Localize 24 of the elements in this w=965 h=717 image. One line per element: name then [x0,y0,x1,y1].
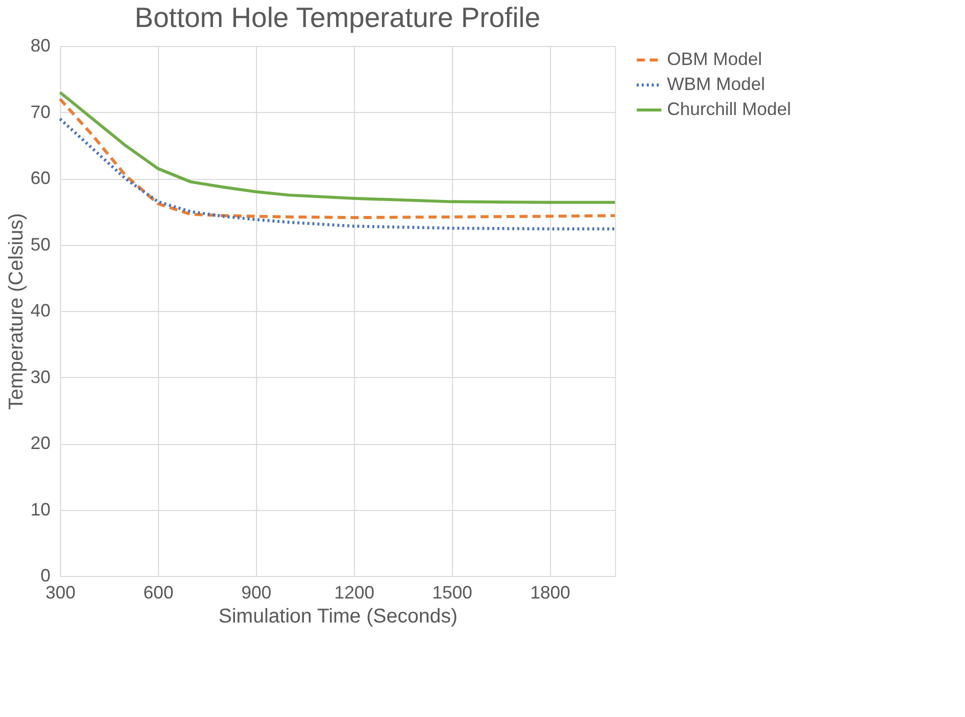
x-tick-label: 1200 [334,582,374,602]
x-tick-label: 1800 [530,582,570,602]
y-tick-label: 70 [30,102,50,122]
x-tick-label: 300 [45,582,76,602]
x-tick-label: 600 [143,582,174,602]
y-tick-label: 60 [30,168,50,188]
x-axis-title: Simulation Time (Seconds) [218,606,458,628]
legend-label: OBM Model [667,49,762,69]
y-tick-label: 10 [30,499,50,520]
line-series [58,90,616,204]
y-tick-label: 40 [30,300,50,320]
y-tick-label: 50 [30,234,50,254]
chart-title: Bottom Hole Temperature Profile [134,2,540,33]
line-series [58,98,616,220]
y-tick-label: 0 [40,566,50,586]
y-axis-title: Temperature (Celsius) [5,213,28,410]
legend-label: Churchill Model [667,99,792,119]
y-tick-label: 80 [30,36,50,56]
line-series [58,117,616,230]
y-tick-label: 30 [30,366,50,387]
legend-label: WBM Model [667,74,766,94]
x-tick-label: 1500 [432,582,472,602]
y-tick-label: 20 [30,433,50,453]
x-tick-label: 900 [241,582,272,602]
